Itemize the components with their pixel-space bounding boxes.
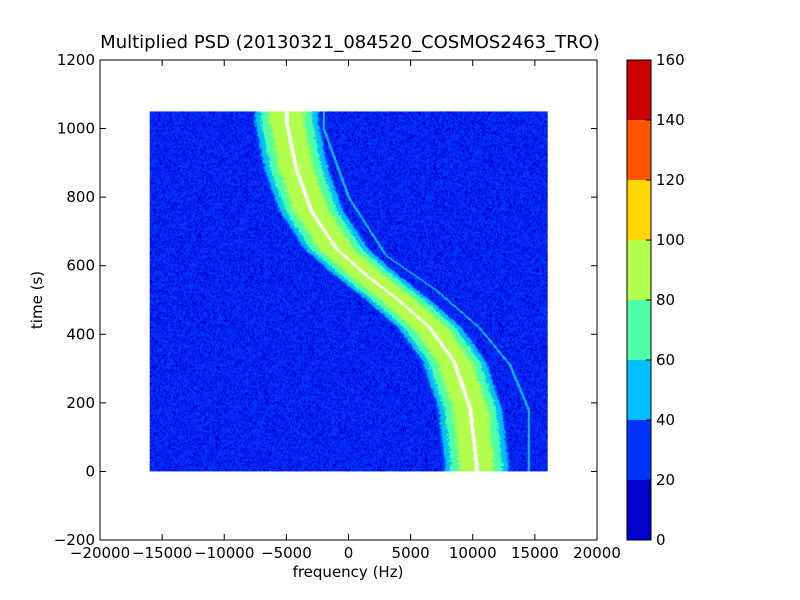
colorbar-ticks: 0 20 40 60 80 100 120 140 160 — [646, 51, 685, 549]
x-axis: −20000 −15000 −10000 −5000 0 5000 10000 15000 20… — [70, 60, 621, 562]
colorbar-swatches — [627, 60, 651, 540]
y-tick-label: 400 — [66, 325, 95, 343]
x-tick-label: −20000 — [70, 544, 130, 562]
colorbar-swatch — [627, 300, 651, 360]
colorbar-tick-label: 20 — [656, 471, 675, 489]
y-axis: −200 0 200 400 600 800 1000 1200 — [54, 51, 597, 549]
colorbar-tick-label: 40 — [656, 411, 675, 429]
colorbar-tick-label: 80 — [656, 291, 675, 309]
colorbar-tick-label: 100 — [656, 231, 685, 249]
y-tick-label: −200 — [54, 531, 95, 549]
x-tick-label: 15000 — [511, 544, 559, 562]
y-tick-label: 600 — [66, 257, 95, 275]
y-tick-label: 200 — [66, 394, 95, 412]
x-tick-label: −5000 — [261, 544, 312, 562]
colorbar: 0 20 40 60 80 100 120 140 160 — [626, 51, 685, 549]
colorbar-tick-label: 160 — [656, 51, 685, 69]
x-tick-label: −10000 — [194, 544, 254, 562]
colorbar-swatch — [627, 60, 651, 120]
colorbar-swatch — [627, 420, 651, 480]
colorbar-tick-label: 140 — [656, 111, 685, 129]
colorbar-swatch — [627, 240, 651, 300]
y-axis-label: time (s) — [28, 271, 46, 329]
x-axis-label: frequency (Hz) — [293, 563, 404, 581]
colorbar-tick-label: 120 — [656, 171, 685, 189]
colorbar-tick-label: 0 — [656, 531, 666, 549]
heatmap — [149, 111, 548, 472]
y-tick-label: 0 — [85, 462, 95, 480]
y-tick-label: 1000 — [57, 120, 95, 138]
x-tick-label: 20000 — [573, 544, 621, 562]
plot-area: −20000 −15000 −10000 −5000 0 5000 10000 15000 20… — [54, 51, 621, 562]
chart-title: Multiplied PSD (20130321_084520_COSMOS24… — [100, 32, 600, 53]
heatmap-image — [149, 111, 548, 472]
x-tick-label: 10000 — [449, 544, 497, 562]
colorbar-swatch — [627, 120, 651, 180]
y-tick-label: 800 — [66, 188, 95, 206]
colorbar-tick-label: 60 — [656, 351, 675, 369]
x-tick-label: 5000 — [392, 544, 430, 562]
y-tick-label: 1200 — [57, 51, 95, 69]
colorbar-swatch — [627, 480, 651, 540]
colorbar-swatch — [627, 180, 651, 240]
x-tick-label: −15000 — [132, 544, 192, 562]
colorbar-swatch — [627, 360, 651, 420]
x-tick-label: 0 — [344, 544, 354, 562]
